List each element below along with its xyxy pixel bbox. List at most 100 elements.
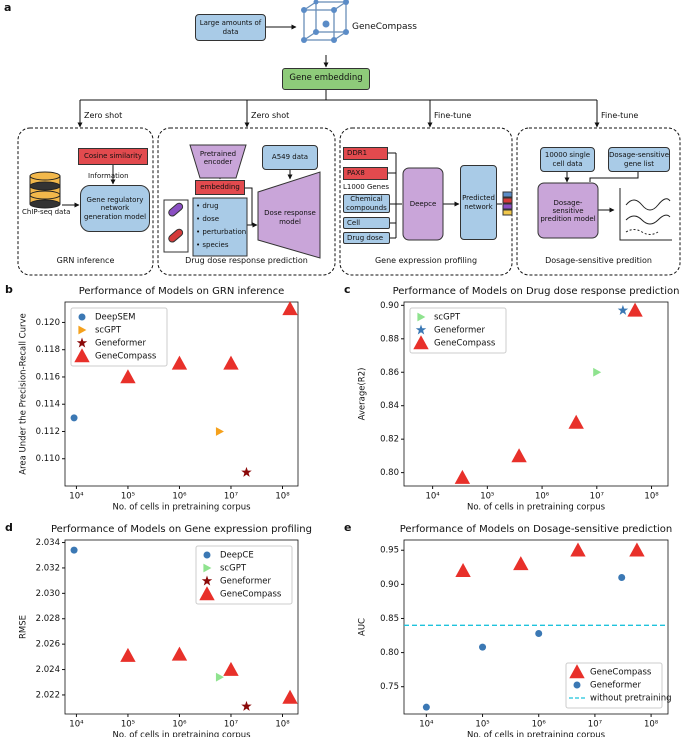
feature: • dose bbox=[196, 215, 220, 223]
y-tick-label: 0.75 bbox=[380, 682, 399, 692]
task-title: Drug dose response prediction bbox=[185, 256, 308, 265]
gene-box: DDR1 bbox=[343, 147, 388, 160]
legend-marker bbox=[415, 324, 427, 335]
point bbox=[223, 661, 239, 676]
chart-title: Performance of Models on Dosage-sensitiv… bbox=[400, 524, 673, 535]
plot-frame bbox=[64, 539, 299, 715]
y-tick-label: 0.82 bbox=[380, 435, 399, 445]
feature-box bbox=[192, 197, 248, 257]
point bbox=[627, 302, 643, 317]
y-tick-label: 0.80 bbox=[380, 468, 399, 478]
point bbox=[422, 703, 430, 711]
point bbox=[535, 629, 543, 637]
y-tick-label: 0.112 bbox=[36, 427, 60, 437]
x-tick-label: 10⁵ bbox=[475, 720, 489, 730]
input-box: 10000 single cell data bbox=[540, 147, 595, 172]
legend-marker bbox=[74, 348, 90, 363]
point bbox=[70, 546, 78, 554]
flow-label: Information bbox=[88, 172, 129, 180]
plot-frame bbox=[403, 301, 669, 487]
panel-label: b bbox=[5, 283, 13, 296]
y-tick-label: 2.026 bbox=[36, 640, 60, 650]
point bbox=[241, 700, 252, 711]
y-tick-label: 0.90 bbox=[380, 301, 399, 311]
x-tick-label: 10⁵ bbox=[121, 492, 135, 502]
feature-text: species bbox=[202, 241, 229, 249]
legend-box bbox=[565, 662, 663, 709]
point bbox=[282, 689, 298, 704]
branch-label: Zero shot bbox=[84, 111, 123, 120]
x-tick-label: 10⁸ bbox=[275, 492, 290, 502]
point bbox=[120, 369, 136, 384]
source-box: Large amounts of data bbox=[195, 14, 266, 41]
y-axis-label: AUC bbox=[358, 618, 368, 636]
y-axis-label: Area Under the Precision-Recall Curve bbox=[19, 313, 29, 474]
legend-label: scGPT bbox=[434, 313, 461, 323]
y-tick-label: 0.110 bbox=[36, 454, 60, 464]
legend-marker bbox=[203, 563, 212, 573]
panel-label: a bbox=[4, 1, 12, 14]
pill-icons bbox=[163, 199, 189, 253]
data-box: A549 data bbox=[262, 145, 318, 170]
x-tick-label: 10⁸ bbox=[275, 720, 290, 730]
input-box: Drug dose bbox=[343, 232, 390, 244]
y-tick-label: 2.028 bbox=[36, 614, 60, 624]
x-axis-label: No. of cells in pretraining corpus bbox=[112, 503, 251, 513]
y-tick-label: 0.88 bbox=[380, 334, 399, 344]
branch-label: Fine-tune bbox=[434, 111, 472, 120]
x-tick-label: 10⁷ bbox=[224, 720, 239, 730]
point bbox=[618, 574, 626, 582]
y-tick-label: 0.95 bbox=[380, 546, 399, 556]
x-tick-label: 10⁴ bbox=[69, 492, 84, 502]
legend-marker bbox=[417, 312, 426, 322]
point bbox=[568, 414, 584, 429]
legend-label: scGPT bbox=[220, 564, 247, 574]
legend-label: GeneCompass bbox=[590, 668, 652, 678]
point bbox=[171, 646, 188, 661]
similarity-box: Cosine similarity bbox=[78, 148, 148, 165]
y-tick-label: 2.032 bbox=[36, 563, 60, 573]
y-tick-label: 0.116 bbox=[36, 372, 60, 382]
x-tick-label: 10⁶ bbox=[172, 492, 187, 502]
y-tick-label: 0.114 bbox=[36, 400, 60, 410]
feature-text: dose bbox=[202, 215, 220, 223]
point bbox=[215, 427, 224, 436]
legend-label: scGPT bbox=[95, 326, 122, 336]
legend-marker bbox=[573, 681, 581, 689]
task-frames bbox=[17, 127, 681, 276]
y-tick-label: 2.024 bbox=[36, 665, 60, 675]
task-title: Dosage-sensitive predition bbox=[545, 256, 652, 265]
x-tick-label: 10⁶ bbox=[172, 720, 187, 730]
input-box: Dosage-sensitive gene list bbox=[608, 147, 670, 172]
deepce-shape bbox=[402, 167, 444, 241]
task-title: GRN inference bbox=[56, 256, 115, 265]
point bbox=[511, 448, 527, 463]
curve-icon bbox=[619, 188, 672, 241]
cube-icon bbox=[301, 0, 349, 43]
x-axis-label: No. of cells in pretraining corpus bbox=[467, 503, 606, 513]
legend-marker bbox=[76, 337, 88, 348]
legend-label: DeepCE bbox=[220, 551, 254, 561]
encoder-label: Pretrained encoder bbox=[199, 149, 237, 166]
plot-frame bbox=[64, 301, 299, 487]
embedding-label: embedding bbox=[195, 180, 245, 195]
legend-marker bbox=[203, 551, 211, 559]
dosage-model-shape bbox=[537, 182, 599, 239]
gene-box: PAX8 bbox=[343, 167, 388, 180]
task-title: Gene expression profiling bbox=[374, 256, 478, 265]
x-tick-label: 10⁶ bbox=[532, 720, 547, 730]
point bbox=[70, 414, 78, 422]
y-tick-label: 0.90 bbox=[380, 580, 399, 590]
database-icon bbox=[29, 171, 61, 209]
panel-label: c bbox=[344, 283, 351, 296]
point bbox=[282, 301, 298, 316]
x-tick-label: 10⁵ bbox=[480, 492, 494, 502]
x-axis-label: No. of cells in pretraining corpus bbox=[112, 731, 251, 737]
y-tick-label: 0.80 bbox=[380, 648, 399, 658]
y-tick-label: 2.034 bbox=[36, 538, 60, 548]
point bbox=[215, 672, 224, 682]
y-tick-label: 0.118 bbox=[36, 345, 60, 355]
x-tick-label: 10⁴ bbox=[425, 492, 440, 502]
x-tick-label: 10⁸ bbox=[644, 492, 659, 502]
